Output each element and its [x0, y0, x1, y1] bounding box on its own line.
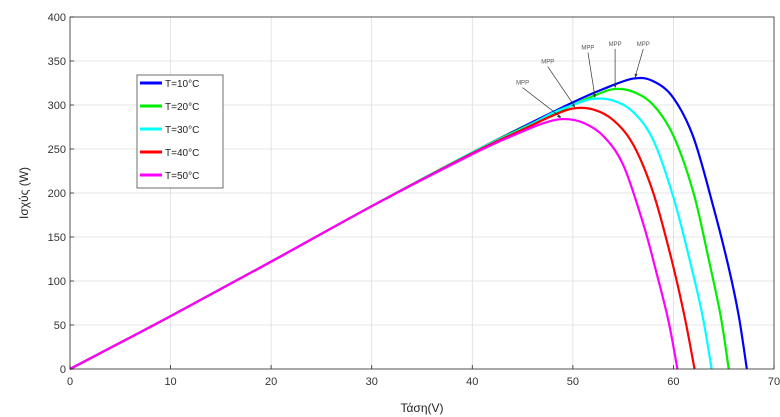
legend-box [136, 74, 224, 189]
mpp-arrowhead-2 [613, 84, 617, 89]
mpp-label-3: MPP [581, 45, 594, 51]
mpp-label-1: MPP [637, 42, 650, 48]
y-tick-label: 0 [60, 364, 66, 376]
legend-entry-2: T=20°C [165, 102, 199, 113]
x-tick-label: 70 [768, 376, 780, 388]
y-axis-label: Ισχύς (W) [17, 167, 31, 219]
mpp-label-5: MPP [516, 81, 529, 87]
mpp-arrowhead-4 [571, 103, 575, 108]
legend-entry-4: T=40°C [165, 148, 199, 159]
x-tick-label: 10 [164, 376, 176, 388]
x-tick-label: 40 [466, 376, 478, 388]
y-tick-label: 350 [48, 56, 66, 68]
mpp-arrowhead-5 [556, 114, 561, 119]
y-tick-label: 200 [48, 188, 66, 200]
grid [70, 17, 774, 369]
y-tick-label: 50 [54, 320, 66, 332]
x-tick-label: 50 [567, 376, 579, 388]
y-tick-label: 250 [48, 144, 66, 156]
legend-entry-1: T=10°C [165, 79, 199, 90]
mpp-arrowhead-3 [592, 93, 596, 98]
legend: T=10°C T=20°C T=30°C T=40°C T=50°C [136, 74, 224, 189]
axis-ticks: 0 10 20 30 40 50 60 70 0 50 100 150 200 250 300 350 400 [48, 12, 780, 388]
mpp-arrow-1 [634, 48, 644, 77]
x-axis-label: Τάση(V) [400, 401, 443, 415]
x-tick-label: 0 [67, 376, 73, 388]
mpp-arrow-3 [587, 52, 596, 97]
y-tick-label: 150 [48, 232, 66, 244]
mpp-label-2: MPP [609, 42, 622, 48]
x-tick-label: 30 [366, 376, 378, 388]
mpp-arrow-4 [547, 66, 576, 107]
mpp-arrowhead-1 [634, 73, 638, 78]
mpp-arrow-5 [522, 87, 562, 118]
y-tick-label: 300 [48, 100, 66, 112]
legend-entry-3: T=30°C [165, 125, 199, 136]
y-tick-label: 100 [48, 276, 66, 288]
legend-entry-5: T=50°C [165, 171, 199, 182]
mpp-label-4: MPP [541, 60, 554, 66]
y-tick-label: 400 [48, 12, 66, 24]
x-tick-label: 60 [667, 376, 679, 388]
mpp-annotations: MPP MPP MPP MPP MPP [516, 42, 650, 119]
series-line-5 [69, 117, 679, 370]
x-tick-label: 20 [265, 376, 277, 388]
